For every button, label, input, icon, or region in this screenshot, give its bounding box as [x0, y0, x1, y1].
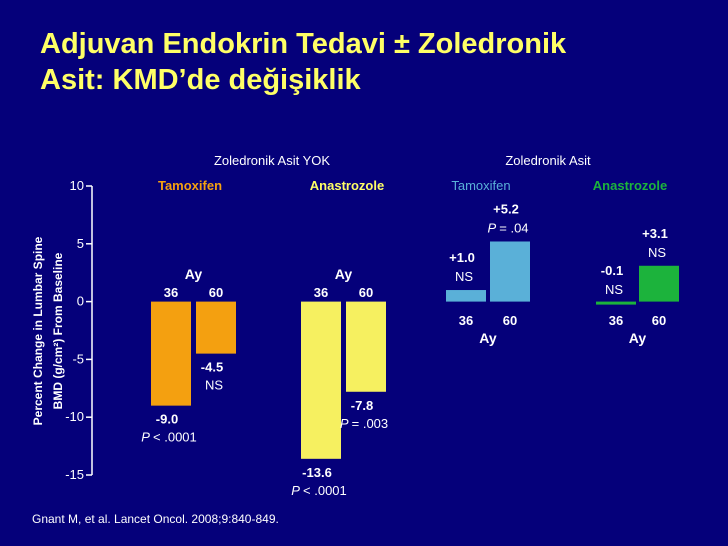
panel-label: Tamoxifen: [158, 178, 222, 193]
month-label: 36: [459, 313, 473, 328]
p-value-label: NS: [205, 378, 223, 393]
p-value-label: NS: [455, 269, 473, 284]
bar: [346, 301, 386, 392]
y-tick-label: 5: [77, 236, 84, 251]
value-label: +1.0: [449, 250, 475, 265]
month-label: 60: [359, 285, 373, 300]
bar: [446, 290, 486, 302]
bar: [490, 241, 530, 302]
value-label: -4.5: [201, 360, 223, 375]
ay-label: Ay: [479, 330, 497, 346]
p-value-label: P = .04: [487, 220, 528, 235]
title-line-1: Adjuvan Endokrin Tedavi ± Zoledronik: [40, 28, 567, 60]
value-label: +3.1: [642, 226, 668, 241]
p-value-label: P < .0001: [141, 430, 197, 445]
y-axis-title-line-1: Percent Change in Lumbar Spine: [31, 236, 45, 425]
y-tick-label: 10: [70, 178, 84, 193]
month-label: 36: [164, 285, 178, 300]
p-value-label: P < .0001: [291, 483, 347, 498]
title-line-2: Asit: KMD’de değişiklik: [40, 64, 361, 96]
bar: [151, 301, 191, 406]
value-label: -9.0: [156, 412, 178, 427]
panel-label: Anastrozole: [593, 178, 667, 193]
month-label: 36: [609, 313, 623, 328]
slide-title: Adjuvan Endokrin Tedavi ± Zoledronik Asi…: [40, 26, 566, 98]
month-label: 60: [652, 313, 666, 328]
y-tick-label: -10: [65, 409, 84, 424]
month-label: 36: [314, 285, 328, 300]
group-header: Zoledronik Asit: [505, 153, 591, 168]
panel-label: Tamoxifen: [451, 178, 510, 193]
y-tick-label: 0: [77, 294, 84, 309]
value-label: +5.2: [493, 201, 519, 216]
bar: [596, 301, 636, 305]
y-tick-label: -5: [72, 351, 84, 366]
p-value-label: NS: [648, 245, 666, 260]
group-header: Zoledronik Asit YOK: [214, 153, 330, 168]
ay-label: Ay: [185, 266, 203, 282]
bar: [639, 265, 679, 302]
p-value-label: NS: [605, 282, 623, 297]
value-label: -13.6: [302, 465, 332, 480]
value-label: -7.8: [351, 398, 373, 413]
p-value-label: P = .003: [340, 416, 388, 431]
ay-label: Ay: [629, 330, 647, 346]
y-axis-title-line-2: BMD (g/cm²) From Baseline: [51, 252, 65, 409]
citation: Gnant M, et al. Lancet Oncol. 2008;9:840…: [32, 512, 279, 526]
bar: [301, 301, 341, 459]
bar: [196, 301, 236, 354]
month-label: 60: [503, 313, 517, 328]
value-label: -0.1: [601, 263, 623, 278]
month-label: 60: [209, 285, 223, 300]
panel-label: Anastrozole: [310, 178, 384, 193]
y-tick-label: -15: [65, 467, 84, 482]
ay-label: Ay: [335, 266, 353, 282]
